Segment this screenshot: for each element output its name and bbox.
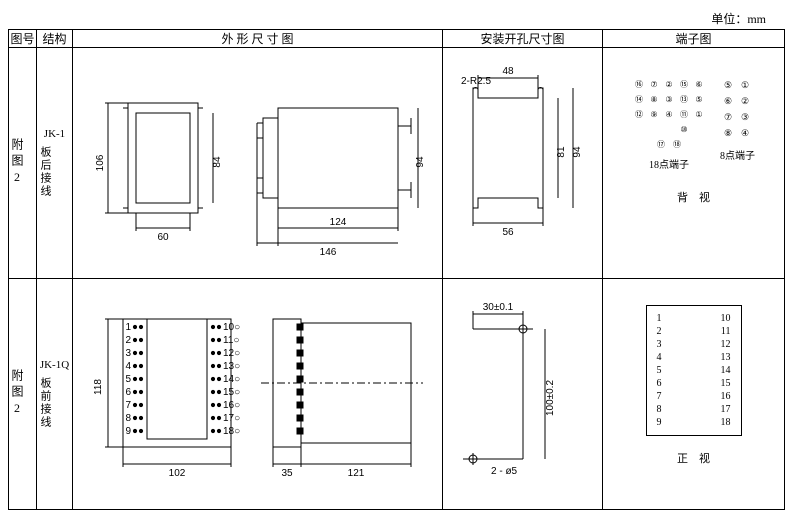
svg-text:146: 146 (320, 247, 337, 258)
r1-figno: 附图2 (9, 138, 26, 188)
svg-text:121: 121 (348, 468, 365, 479)
svg-text:106: 106 (95, 154, 106, 171)
spec-table: 图号 结构 外 形 尺 寸 图 安装开孔尺寸图 端子图 附图2 JK-1 板后接… (8, 29, 785, 510)
svg-text:15○: 15○ (223, 387, 240, 398)
hdr-figno: 图号 (9, 30, 37, 48)
svg-text:13○: 13○ (223, 361, 240, 372)
svg-text:6: 6 (125, 387, 131, 398)
r2-struct-head: JK-1Q (37, 359, 72, 371)
svg-text:56: 56 (502, 227, 514, 238)
svg-text:84: 84 (212, 156, 223, 168)
r2-struct-body: 板前接线 (37, 377, 53, 429)
r1-struct-body: 板后接线 (37, 146, 53, 198)
r1-mount-svg: 2-R2.5 48 81 94 56 (443, 48, 603, 278)
term8-block: ⑤①⑥②⑦③⑧④ 8点端子 (720, 78, 755, 162)
r1-term-cell: ⑯⑦②⑮⑥⑭⑧③⑬⑤⑫⑨④⑪①⑩ ⑰ ⑱ 18点端子 ⑤①⑥②⑦③⑧④ 8点端子… (603, 48, 784, 278)
header-row: 图号 结构 外 形 尺 寸 图 安装开孔尺寸图 端子图 (9, 30, 785, 48)
svg-text:100±0.2: 100±0.2 (545, 380, 556, 417)
row-jk1: 附图2 JK-1 板后接线 106 (9, 48, 785, 279)
svg-text:30±0.1: 30±0.1 (483, 302, 514, 313)
svg-text:124: 124 (330, 217, 347, 228)
unit-label: 单位：mm (8, 8, 784, 29)
term18-label: 18点端子 (632, 156, 706, 171)
r1-outline-svg: 106 84 60 (73, 48, 443, 278)
svg-text:60: 60 (157, 232, 169, 243)
r1-outline-cell: 106 84 60 (73, 48, 442, 278)
svg-text:94: 94 (415, 156, 426, 168)
r2-mount-cell: 30±0.1 100±0.2 2 - ø5 (443, 279, 602, 509)
r2-figno: 附图2 (9, 369, 26, 419)
r2-outline-cell: 1 10○ 2 11○ 3 12○ 4 13○ 5 14○ 6 15○ 7 16○ 8 17○ 9 18○ 118… (73, 279, 442, 509)
svg-text:12○: 12○ (223, 348, 240, 359)
svg-text:118: 118 (93, 379, 104, 395)
r1-term-caption: 背 视 (603, 189, 784, 205)
svg-text:81: 81 (556, 146, 567, 158)
r2-term-box: 123456789 101112131415161718 (646, 305, 742, 436)
svg-text:9: 9 (125, 426, 131, 437)
r2-term-right: 101112131415161718 (721, 312, 731, 429)
hdr-struct: 结构 (37, 30, 73, 48)
term8-label: 8点端子 (720, 147, 755, 162)
hdr-term: 端子图 (603, 30, 785, 48)
svg-text:5: 5 (125, 374, 131, 385)
svg-text:2 - ø5: 2 - ø5 (491, 466, 518, 477)
svg-text:94: 94 (572, 146, 583, 158)
svg-text:11○: 11○ (223, 335, 239, 346)
svg-text:102: 102 (169, 468, 186, 479)
svg-text:2: 2 (125, 335, 131, 346)
r1-mount-cell: 2-R2.5 48 81 94 56 (443, 48, 602, 278)
term18-block: ⑯⑦②⑮⑥⑭⑧③⑬⑤⑫⑨④⑪①⑩ ⑰ ⑱ 18点端子 (632, 78, 706, 171)
r2-term-cell: 123456789 101112131415161718 正 视 (603, 279, 784, 509)
r2-outline-svg: 1 10○ 2 11○ 3 12○ 4 13○ 5 14○ 6 15○ 7 16○ 8 17○ 9 18○ 118… (73, 279, 443, 509)
r1-struct-head: JK-1 (37, 128, 72, 140)
svg-text:14○: 14○ (223, 374, 240, 385)
svg-text:16○: 16○ (223, 400, 240, 411)
row-jk1q: 附图2 JK-1Q 板前接线 1 10○ 2 11○ 3 12○ 4 13○ 5 14○ 6 15○ 7… (9, 279, 785, 510)
svg-text:10○: 10○ (223, 322, 240, 333)
r2-term-left: 123456789 (657, 312, 662, 429)
hdr-outline: 外 形 尺 寸 图 (73, 30, 443, 48)
svg-text:3: 3 (125, 348, 131, 359)
svg-text:18○: 18○ (223, 426, 240, 437)
svg-text:35: 35 (281, 468, 293, 479)
r2-term-caption: 正 视 (603, 450, 784, 466)
svg-text:4: 4 (125, 361, 131, 372)
r2-mount-svg: 30±0.1 100±0.2 2 - ø5 (443, 279, 603, 509)
hdr-mount: 安装开孔尺寸图 (443, 30, 603, 48)
svg-text:7: 7 (125, 400, 131, 411)
svg-text:8: 8 (125, 413, 131, 424)
svg-text:17○: 17○ (223, 413, 240, 424)
svg-text:1: 1 (125, 322, 131, 333)
svg-text:48: 48 (502, 66, 514, 77)
